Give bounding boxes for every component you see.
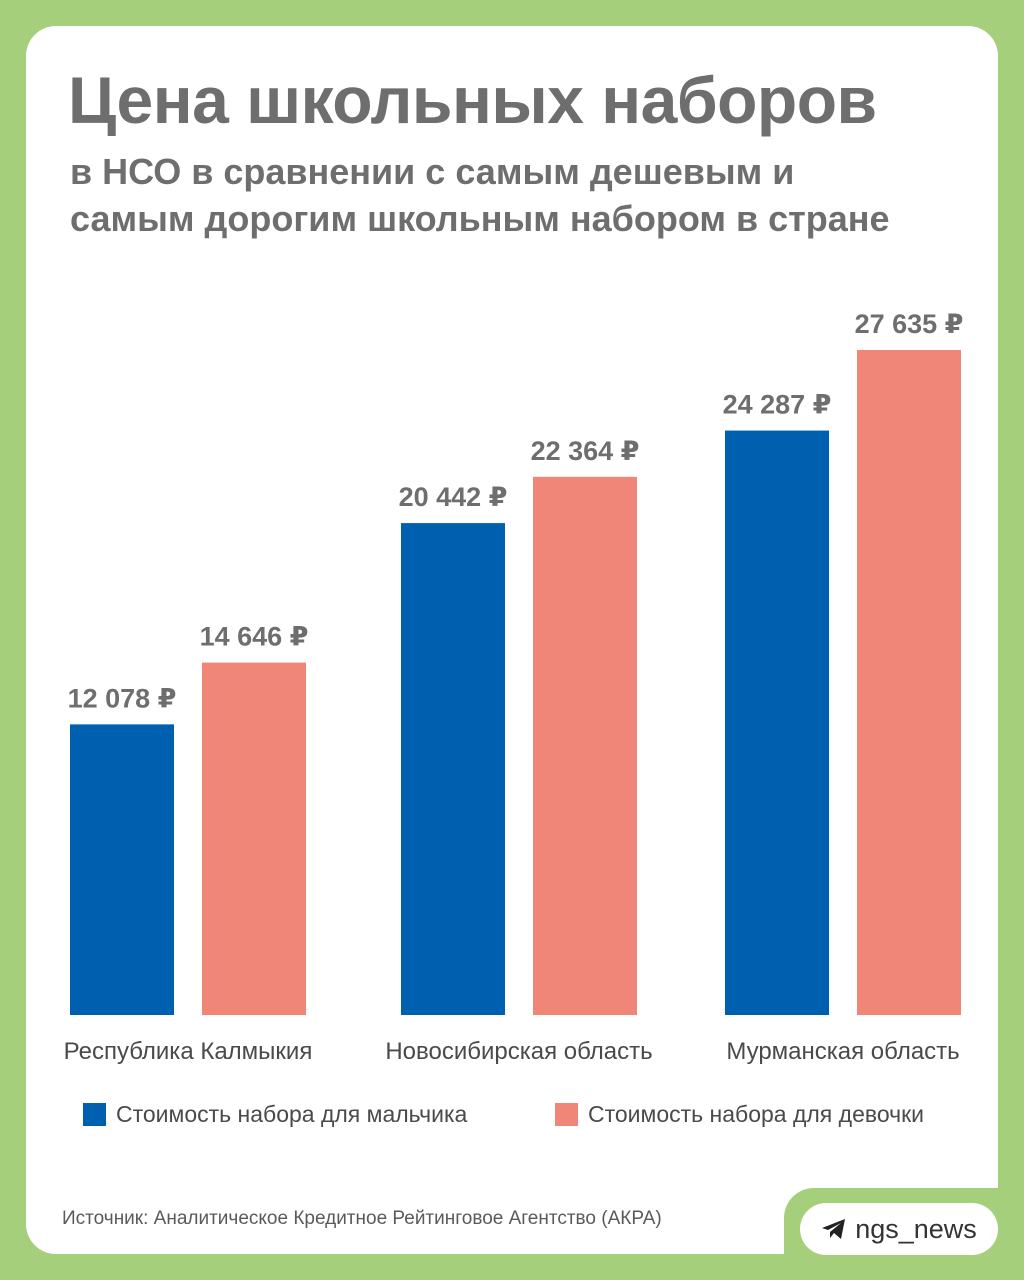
bar-boy-0	[70, 724, 174, 1015]
data-label-boy-2: 24 287 ₽	[723, 390, 832, 420]
page-title: Цена школьных наборов	[68, 63, 877, 137]
bar-girl-2	[857, 350, 961, 1015]
bar-girl-1	[533, 476, 637, 1015]
legend-label-girl: Стоимость набора для девочки	[588, 1101, 925, 1127]
bar-boy-1	[401, 523, 505, 1015]
bar-girl-0	[202, 662, 306, 1015]
source-note: Источник: Аналитическое Кредитное Рейтин…	[62, 1208, 662, 1229]
legend-item-boy: Стоимость набора для мальчика	[83, 1101, 467, 1128]
telegram-plane-icon	[822, 1219, 846, 1239]
legend-item-girl: Стоимость набора для девочки	[555, 1101, 924, 1128]
data-label-girl-0: 14 646 ₽	[200, 622, 309, 652]
bar-boy-2	[725, 430, 829, 1016]
category-label-1: Новосибирская область	[385, 1038, 652, 1065]
brand-badge[interactable]: ngs_news	[800, 1203, 998, 1255]
category-label-2: Мурманская область	[726, 1038, 959, 1065]
legend-swatch-boy	[83, 1103, 106, 1126]
category-label-0: Республика Калмыкия	[64, 1038, 313, 1065]
data-label-girl-1: 22 364 ₽	[531, 436, 640, 466]
data-label-girl-2: 27 635 ₽	[855, 309, 964, 339]
infographic-card	[26, 26, 998, 1254]
brand-handle: ngs_news	[855, 1213, 977, 1244]
page-subtitle: в НСО в сравнении с самым дешевым и самы…	[70, 151, 890, 239]
bar-chart: 12 078 ₽ 14 646 ₽ Республика Калмыкия 20 44…	[64, 309, 964, 1065]
data-label-boy-0: 12 078 ₽	[68, 683, 177, 713]
data-label-boy-1: 20 442 ₽	[399, 482, 508, 512]
legend-swatch-girl	[555, 1103, 578, 1126]
legend-label-boy: Стоимость набора для мальчика	[116, 1101, 468, 1127]
